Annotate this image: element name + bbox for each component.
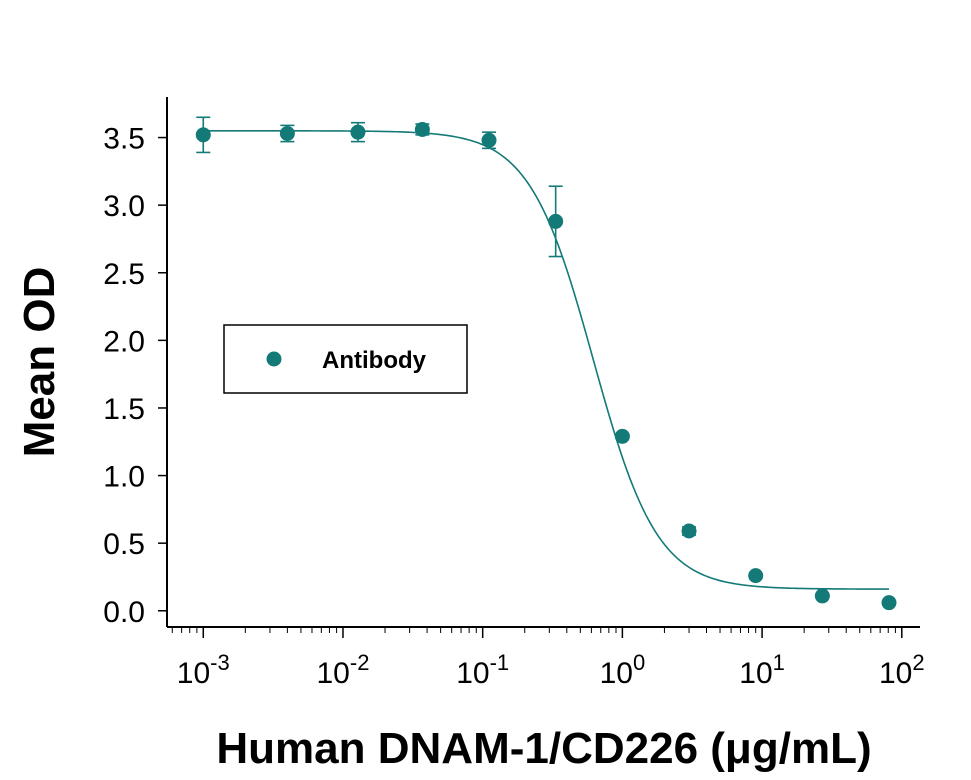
y-tick-label: 1.0	[103, 461, 145, 494]
fit-curve	[203, 130, 890, 590]
data-point	[748, 568, 764, 584]
legend-label: Antibody	[322, 347, 427, 374]
x-tick-label: 102	[879, 650, 925, 690]
legend: Antibody	[223, 324, 468, 394]
y-tick-label: 1.5	[103, 393, 145, 426]
data-point	[681, 523, 697, 539]
fit-layer	[203, 130, 890, 590]
legend-box	[223, 324, 468, 394]
y-ticks: 0.0 0.5 1.0 1.5 2.0 2.5 3.0 3.5	[103, 123, 167, 629]
y-tick-label: 0.5	[103, 528, 145, 561]
y-tick-label: 2.0	[103, 325, 145, 358]
x-axis-title: Human DNAM-1/CD226 (μg/mL)	[216, 724, 871, 773]
data-point	[881, 595, 897, 611]
x-tick-label: 100	[600, 650, 646, 690]
data-point	[548, 213, 564, 229]
data-point	[614, 428, 630, 444]
points-layer	[195, 116, 897, 611]
y-tick-label: 2.5	[103, 258, 145, 291]
data-point	[814, 588, 830, 604]
y-tick-label: 3.0	[103, 190, 145, 223]
data-point	[195, 127, 211, 143]
x-tick-label: 10-3	[177, 650, 230, 690]
x-tick-label: 10-1	[456, 650, 509, 690]
legend-marker	[266, 351, 282, 367]
data-point	[481, 132, 497, 148]
y-axis-title: Mean OD	[15, 267, 64, 458]
data-point	[350, 124, 366, 140]
x-ticks: 10-3 10-2 10-1 100 101 102	[171, 627, 925, 690]
data-point	[414, 121, 430, 137]
x-tick-label: 10-2	[317, 650, 370, 690]
axes	[166, 97, 920, 628]
data-point	[279, 126, 295, 142]
x-tick-label: 101	[739, 650, 785, 690]
y-tick-label: 3.5	[103, 123, 145, 156]
y-tick-label: 0.0	[103, 596, 145, 629]
